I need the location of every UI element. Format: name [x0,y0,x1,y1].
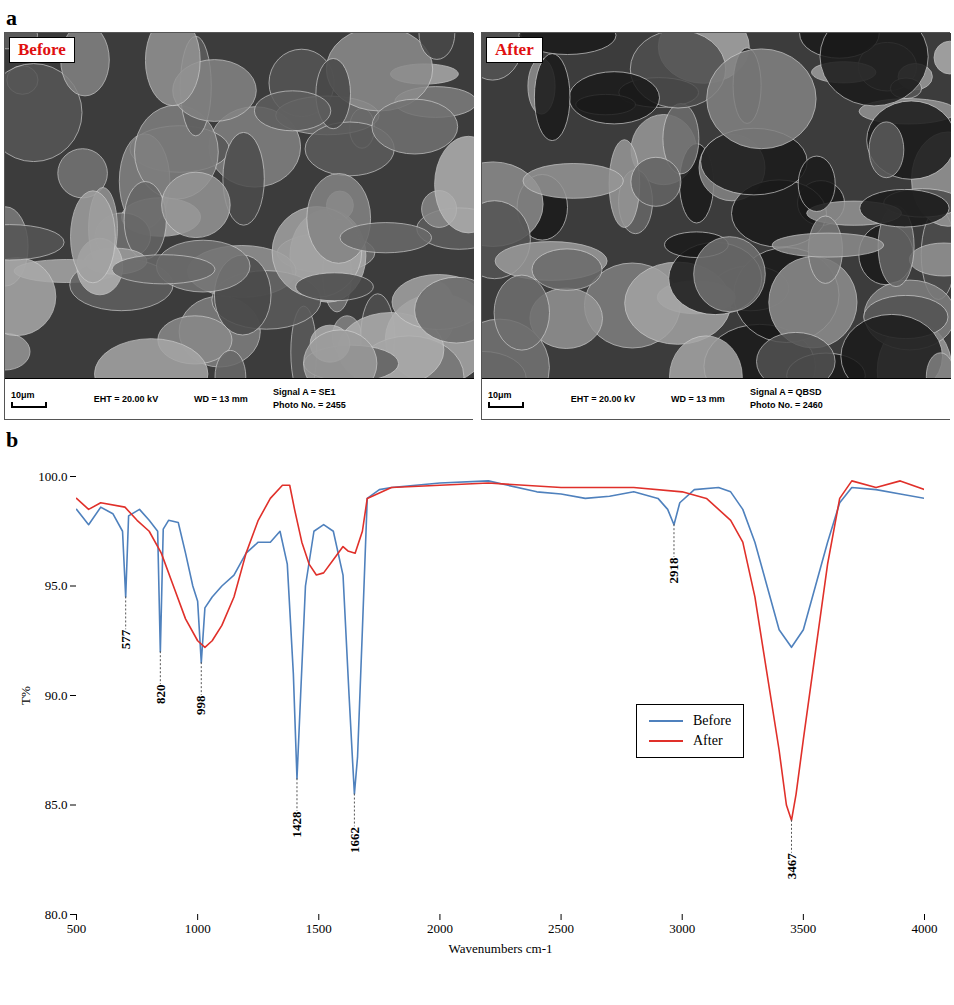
svg-text:Wavenumbers cm-1: Wavenumbers cm-1 [449,941,553,956]
html-text:WD = 13 mm: WD = 13 mm [671,394,725,404]
html-text:WD = 13 mm: WD = 13 mm [194,394,248,404]
svg-text:3000: 3000 [669,921,695,936]
svg-text:3467: 3467 [784,853,799,880]
svg-text:80.0: 80.0 [45,907,68,922]
svg-text:3500: 3500 [790,921,816,936]
html-text:10μm: 10μm [11,390,35,400]
html-text:Signal A = SE1: Signal A = SE1 [273,387,336,397]
svg-text:2000: 2000 [427,921,453,936]
html-text:b: b [6,427,19,452]
html-text:EHT = 20.00 kV: EHT = 20.00 kV [93,394,159,404]
svg-text:2918: 2918 [666,557,681,584]
svg-text:998: 998 [193,695,208,715]
html-text:After: After [693,733,723,748]
svg-text:577: 577 [118,629,133,649]
svg-text:1662: 1662 [347,827,362,853]
html-text:Photo No. = 2460: Photo No. = 2460 [750,400,823,410]
svg-text:1000: 1000 [185,921,211,936]
svg-text:4000: 4000 [912,921,938,936]
svg-text:1500: 1500 [306,921,332,936]
svg-text:95.0: 95.0 [45,578,68,593]
html-text:Photo No. = 2455: Photo No. = 2455 [273,400,346,410]
html-text:Before: Before [693,713,732,728]
svg-text:1428: 1428 [289,811,304,838]
html-text:EHT = 20.00 kV: EHT = 20.00 kV [570,394,636,404]
html-text:a: a [6,5,17,30]
svg-text:820: 820 [152,685,167,705]
html-text:Signal A = QBSD: Signal A = QBSD [750,387,822,397]
html-text:After: After [495,40,534,59]
svg-text:90.0: 90.0 [45,688,68,703]
svg-text:85.0: 85.0 [45,797,68,812]
svg-text:T%: T% [18,686,33,705]
html-text:Before: Before [18,40,66,59]
svg-text:100.0: 100.0 [38,469,67,484]
html-text:10μm: 10μm [488,390,512,400]
svg-text:500: 500 [67,921,87,936]
svg-text:2500: 2500 [548,921,574,936]
